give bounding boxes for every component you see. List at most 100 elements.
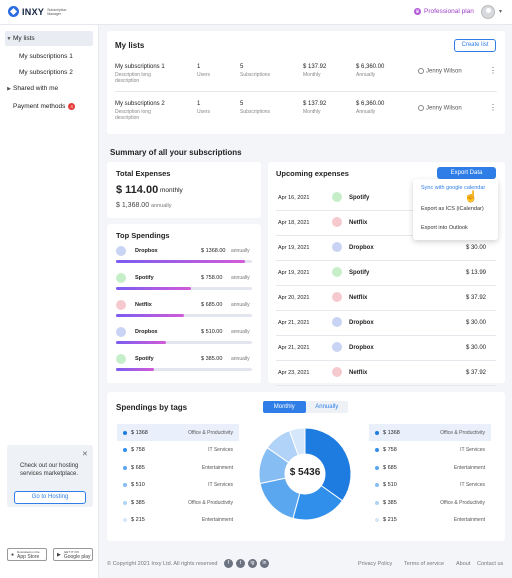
caret-right-icon: ▶	[7, 85, 11, 92]
tag-item[interactable]: $ 510 IT Services	[369, 477, 491, 494]
create-list-button[interactable]: Create list	[454, 39, 496, 52]
panel-title: Top Spendings	[116, 231, 170, 240]
expense-date: Apr 20, 2021	[278, 295, 310, 301]
donut-slice[interactable]	[304, 427, 352, 502]
more-icon[interactable]: ⋮	[489, 103, 497, 112]
logo[interactable]: INXY Subscription Manager	[8, 6, 73, 17]
person-icon	[418, 68, 424, 74]
export-outlook-item[interactable]: Export into Outlook	[421, 225, 468, 231]
period-toggle: Monthly Annually	[263, 401, 348, 413]
annual-label: Annually	[356, 109, 376, 115]
privacy-link[interactable]: Privacy Policy	[358, 561, 393, 567]
expense-row[interactable]: Apr 21, 2021 Dropbox $ 30.00	[268, 336, 496, 361]
facebook-icon[interactable]: f	[224, 559, 233, 568]
expense-row[interactable]: Apr 21, 2021 Dropbox $ 30.00	[268, 311, 496, 336]
expense-row[interactable]: Apr 19, 2021 Spotify $ 13.99	[268, 261, 496, 286]
export-ics-item[interactable]: Export as ICS (iCalendar)	[421, 206, 484, 212]
panel-title: Spendings by tags	[116, 403, 188, 412]
more-icon[interactable]: ⋮	[489, 66, 497, 75]
twitter-icon[interactable]: t	[236, 559, 245, 568]
sidebar-item-subscriptions-1[interactable]: My subscriptions 1	[5, 49, 93, 64]
expense-name: Dropbox	[349, 245, 374, 251]
contact-link[interactable]: Contact us	[477, 561, 504, 567]
spending-period: annually	[231, 302, 250, 308]
sidebar-item-payment-methods[interactable]: Payment methods 4	[5, 99, 93, 114]
tag-item[interactable]: $ 385 Office & Productivity	[117, 494, 239, 511]
tag-item[interactable]: $ 758 IT Services	[369, 442, 491, 459]
app-logo-icon	[332, 217, 342, 227]
users-count: 1	[197, 101, 201, 107]
toggle-monthly[interactable]: Monthly	[263, 401, 306, 413]
panel-title: Upcoming expenses	[276, 169, 349, 178]
app-store-badge[interactable]: ● Download on the App Store	[7, 548, 47, 561]
toggle-annually[interactable]: Annually	[315, 404, 339, 410]
subs-label: Subscriptions	[240, 72, 271, 78]
instagram-icon[interactable]: ig	[248, 559, 257, 568]
divider	[115, 91, 497, 92]
sidebar-item-shared[interactable]: ▶ Shared with me	[5, 81, 93, 96]
tag-item[interactable]: $ 215 Entertainment	[117, 512, 239, 529]
tag-label: Entertainment	[453, 464, 485, 471]
chevron-down-icon[interactable]: ▾	[499, 9, 503, 15]
linkedin-icon[interactable]: in	[260, 559, 269, 568]
divider	[276, 335, 496, 336]
google-play-badge[interactable]: ▶ GET IT ON Google play	[53, 548, 93, 561]
list-name[interactable]: My subscriptions 1	[115, 64, 165, 70]
tag-item[interactable]: $ 685 Entertainment	[117, 459, 239, 476]
plan-badge[interactable]: ♛ Professional plan	[414, 8, 474, 15]
cursor-hand-icon: ☝	[464, 191, 478, 203]
expense-row[interactable]: Apr 19, 2021 Dropbox $ 30.00	[268, 236, 496, 261]
tag-label: Entertainment	[201, 464, 233, 471]
expense-row[interactable]: Apr 23, 2021 Netflix $ 37.92	[268, 361, 496, 386]
annual-value: $ 6,360.00	[356, 64, 385, 70]
users-label: Users	[197, 109, 211, 115]
tag-label: Office & Productivity	[188, 429, 233, 436]
monthly-value: $ 137.92	[303, 101, 327, 107]
spending-period: annually	[231, 248, 250, 254]
go-to-hosting-button[interactable]: Go to Hosting	[14, 491, 86, 504]
tag-item[interactable]: $ 758 IT Services	[117, 442, 239, 459]
annual-value: $ 6,360.00	[356, 101, 385, 107]
tag-item[interactable]: $ 685 Entertainment	[369, 459, 491, 476]
tag-item[interactable]: $ 1368 Office & Productivity	[117, 424, 239, 441]
count-badge: 4	[68, 103, 75, 110]
top-bar: INXY Subscription Manager ♛ Professional…	[0, 0, 512, 25]
about-link[interactable]: About	[456, 561, 471, 567]
donut-hole	[286, 455, 324, 493]
sidebar-item-label: Shared with me	[13, 85, 59, 92]
expense-amount: $ 30.00	[465, 320, 486, 326]
tag-color-dot	[123, 448, 127, 452]
avatar[interactable]	[481, 5, 495, 19]
tag-item[interactable]: $ 1368 Office & Productivity	[369, 424, 491, 441]
terms-link[interactable]: Terms of service	[404, 561, 445, 567]
expense-row[interactable]: Apr 16, 2021 Spotify	[268, 186, 496, 211]
store-small-text: Download on the	[17, 549, 40, 554]
spending-bar-track	[116, 368, 252, 371]
expense-row[interactable]: Apr 20, 2021 Netflix $ 37.92	[268, 286, 496, 311]
expense-name: Netflix	[349, 295, 368, 301]
expense-row[interactable]: Apr 18, 2021 Netflix	[268, 211, 496, 236]
spending-amount: $ 1368.00	[201, 248, 226, 254]
expense-amount: $ 37.92	[465, 295, 486, 301]
list-name[interactable]: My subscriptions 2	[115, 101, 165, 107]
tag-item[interactable]: $ 215 Entertainment	[369, 512, 491, 529]
monthly-value: $ 137.92	[303, 64, 327, 70]
sidebar-item-label: My subscriptions 1	[19, 53, 73, 60]
sidebar-item-subscriptions-2[interactable]: My subscriptions 2	[5, 65, 93, 80]
spending-amount: $ 758.00	[201, 275, 223, 281]
tag-item[interactable]: $ 385 Office & Productivity	[369, 494, 491, 511]
crown-icon: ♛	[414, 8, 421, 15]
export-data-button[interactable]: Export Data	[437, 167, 496, 179]
tag-amount: $ 215	[131, 517, 145, 523]
tag-item[interactable]: $ 510 IT Services	[117, 477, 239, 494]
close-icon[interactable]: ✕	[82, 451, 88, 458]
copyright: © Copyright 2021 Inxy Ltd. All rights re…	[107, 561, 218, 567]
tag-amount: $ 685	[131, 464, 145, 471]
donut-slice[interactable]	[288, 427, 306, 456]
divider	[276, 235, 496, 236]
expense-amount: $ 30.00	[465, 345, 486, 351]
logo-icon	[8, 6, 19, 17]
sync-google-calendar-item[interactable]: Sync with google calendar	[421, 185, 486, 191]
divider	[276, 385, 496, 386]
sidebar-item-my-lists[interactable]: ▼ My lists	[5, 31, 93, 46]
